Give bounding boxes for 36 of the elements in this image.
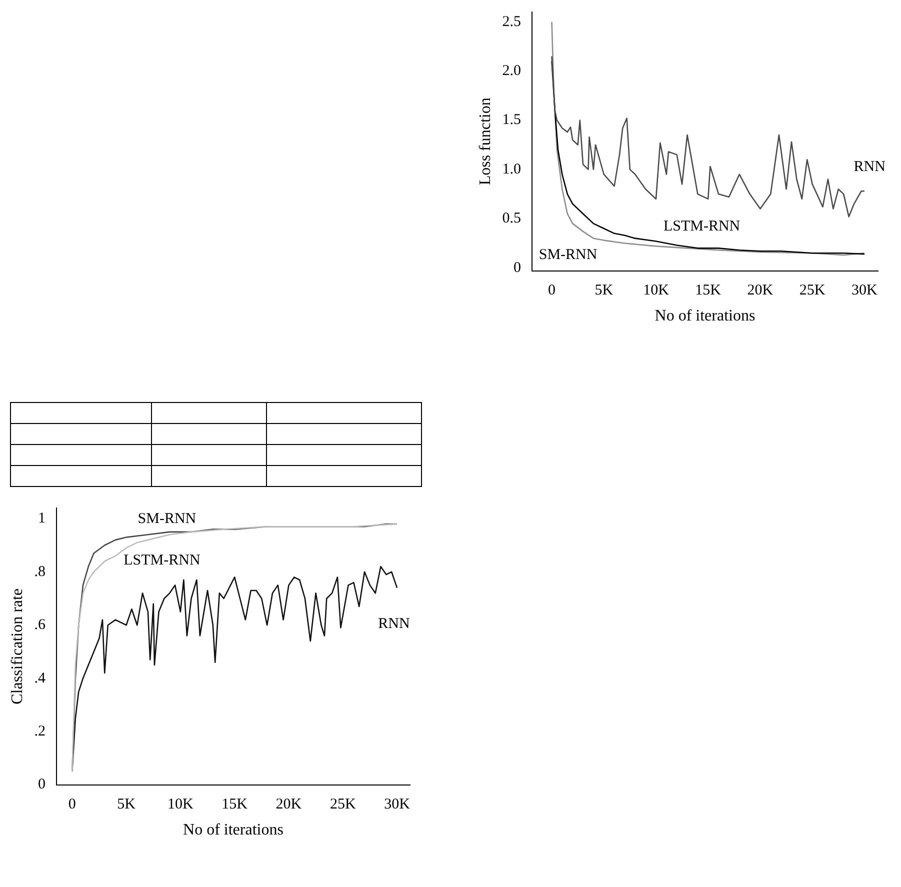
y-tick-label: .4 [34, 670, 46, 686]
y-tick-label: 0 [513, 260, 521, 276]
series-label: LSTM-RNN [663, 218, 740, 235]
y-tick-label: 0 [38, 776, 46, 793]
series-label: RNN [854, 159, 886, 176]
x-tick-label: 0 [68, 796, 76, 813]
x-tick-label: 10K [643, 282, 670, 299]
y-tick-label: 1.0 [502, 161, 521, 178]
x-tick-label: 30K [852, 282, 878, 299]
y-tick-label: 1.5 [502, 112, 521, 128]
y-tick-label: 2.0 [502, 62, 521, 79]
series-label: SM-RNN [138, 511, 196, 528]
y-tick-label: 2.5 [502, 14, 521, 30]
x-tick-label: 20K [747, 282, 774, 299]
x-tick-label: 15K [222, 796, 248, 813]
x-tick-label: 10K [168, 796, 194, 813]
y-tick-label: .2 [34, 724, 46, 740]
y-tick-label: .6 [34, 617, 46, 634]
x-tick-label: 30K [384, 796, 410, 813]
series-label: SM-RNN [538, 247, 598, 264]
x-tick-label: 25K [799, 282, 826, 299]
y-tick-label: 0.5 [502, 210, 521, 227]
y-tick-label: 1 [38, 510, 46, 527]
x-tick-label: 5K [117, 796, 136, 813]
series-label: RNN [378, 616, 410, 632]
y-axis-title: Loss function [476, 98, 494, 186]
y-axis-title: Classification rate [8, 588, 26, 704]
x-tick-label: 15K [695, 282, 722, 299]
x-axis-title: No of iterations [654, 308, 756, 325]
series-label: LSTM-RNN [124, 552, 200, 569]
x-tick-label: 20K [276, 796, 302, 813]
y-tick-label: .8 [34, 564, 46, 580]
x-axis-title: No of iterations [183, 822, 284, 839]
x-tick-label: 5K [594, 282, 614, 299]
x-tick-label: 25K [330, 796, 356, 813]
x-tick-label: 0 [548, 282, 556, 299]
